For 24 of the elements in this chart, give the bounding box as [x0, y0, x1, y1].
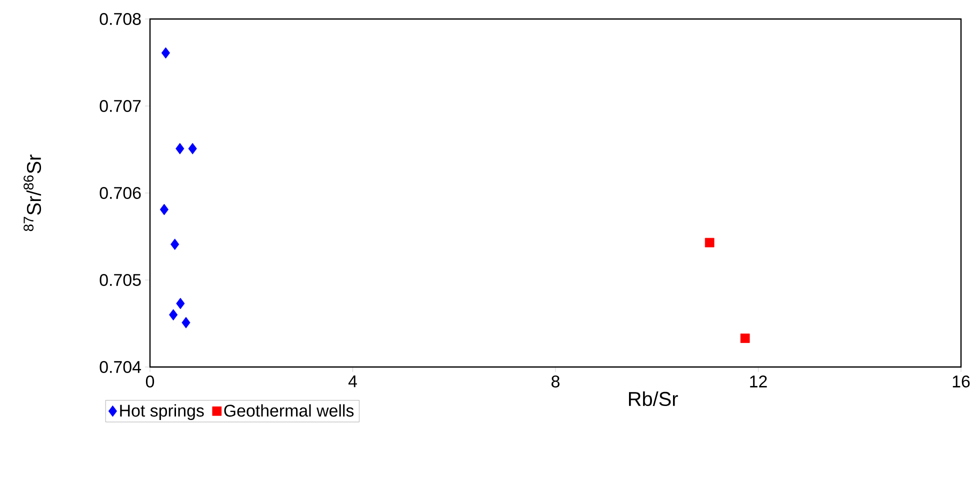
- x-tick-label: 16: [952, 376, 970, 388]
- y-tick-label: 0.706: [100, 187, 141, 199]
- point: [170, 238, 180, 250]
- y-tick-label: 0.705: [100, 274, 141, 286]
- point: [176, 298, 185, 310]
- legend-label: Hot springs: [120, 404, 204, 420]
- point: [160, 204, 168, 216]
- x-tick-label: 8: [552, 376, 560, 388]
- legend-label: Geothermal wells: [224, 404, 354, 417]
- x-axis-title: Rb/Sr: [628, 391, 678, 406]
- x-tick-label: 12: [750, 376, 767, 388]
- point: [740, 334, 750, 343]
- point: [188, 142, 197, 154]
- y-tick-label: 0.708: [100, 13, 141, 25]
- point: [176, 142, 184, 154]
- point: [161, 47, 170, 59]
- x-tick-label: 0: [146, 376, 154, 388]
- point: [704, 238, 714, 248]
- y-tick-label: 0.707: [100, 100, 141, 112]
- point: [182, 316, 190, 328]
- y-axis-title: $^{87}$Sr/$^{86}$Sr: [24, 154, 42, 232]
- x-tick-label: 4: [348, 375, 357, 388]
- point: [169, 309, 178, 320]
- y-tick-label: 0.704: [100, 361, 141, 373]
